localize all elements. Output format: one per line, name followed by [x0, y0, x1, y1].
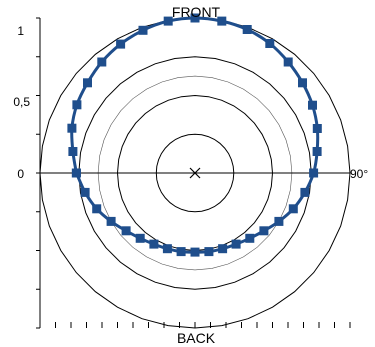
data-point — [259, 226, 268, 235]
data-point — [313, 124, 322, 133]
y-tick-label: 0,5 — [13, 95, 30, 109]
data-point — [72, 100, 81, 109]
data-point — [309, 169, 318, 178]
data-point — [177, 247, 186, 256]
data-point — [298, 78, 307, 87]
data-point — [163, 244, 172, 253]
data-point — [191, 248, 200, 257]
data-point — [68, 147, 77, 156]
data-point — [308, 101, 317, 110]
right-axis-label: 90° — [350, 167, 368, 181]
data-point — [136, 234, 145, 243]
data-point — [265, 39, 274, 48]
data-point — [97, 58, 106, 67]
data-point — [289, 204, 298, 213]
data-point — [232, 240, 241, 249]
data-point — [274, 217, 283, 226]
data-point — [72, 169, 81, 178]
data-point — [67, 124, 76, 133]
y-tick-label: 0 — [17, 167, 24, 181]
data-point — [245, 234, 254, 243]
data-point — [218, 244, 227, 253]
data-point — [300, 188, 309, 197]
data-point — [243, 25, 252, 34]
data-point — [92, 204, 101, 213]
data-point — [284, 58, 293, 67]
polar-grid — [36, 18, 350, 328]
data-point — [81, 188, 90, 197]
data-point — [204, 247, 213, 256]
data-point — [122, 226, 131, 235]
data-point — [116, 40, 125, 49]
data-point — [149, 240, 158, 249]
data-point — [107, 217, 116, 226]
back-label: BACK — [177, 330, 216, 346]
data-point — [313, 147, 322, 156]
data-point — [139, 26, 148, 35]
front-label: FRONT — [172, 4, 221, 20]
y-tick-label: 1 — [17, 24, 24, 38]
data-point — [83, 78, 92, 87]
